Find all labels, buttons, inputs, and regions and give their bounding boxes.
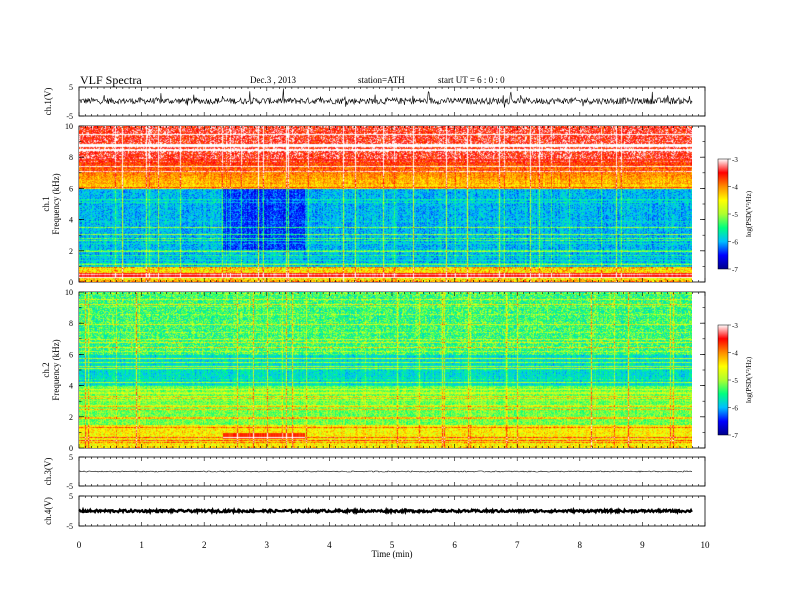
- ch3-trace: [78, 470, 693, 473]
- y-tick-label: 2: [69, 413, 73, 422]
- y-tick-label: 10: [65, 122, 73, 131]
- y-tick-label: 0: [69, 278, 73, 287]
- y-tick-label: -5: [66, 522, 73, 531]
- x-axis-label: Time (min): [372, 549, 413, 559]
- y-axis-label: Frequency (kHz): [51, 173, 61, 234]
- date-label: Dec.3 , 2013: [250, 75, 296, 85]
- colorbar-label: log(PSD(V²/Hz): [745, 190, 753, 237]
- colorbar-tick-label: -6: [732, 239, 738, 247]
- colorbar-tick-label: -3: [732, 322, 738, 330]
- colorbar-spec2: [717, 324, 729, 436]
- ch4-trace: [78, 506, 693, 516]
- y-tick-label: 10: [65, 288, 73, 297]
- x-tick-label: 6: [452, 540, 457, 550]
- colorbar-tick-label: -3: [732, 156, 738, 164]
- chart-marks: [78, 88, 693, 516]
- colorbar-tick-label: -7: [732, 432, 738, 440]
- y-tick-label: 4: [69, 382, 73, 391]
- x-tick-label: 3: [265, 540, 270, 550]
- x-tick-label: 8: [578, 540, 583, 550]
- y-tick-label: 8: [69, 153, 73, 162]
- colorbar-tick-label: -5: [732, 211, 738, 219]
- y-tick-label: -5: [66, 482, 73, 491]
- colorbar-tick-label: -6: [732, 405, 738, 413]
- figure-title: VLF Spectra: [80, 73, 142, 87]
- colorbar-tick-label: -5: [732, 377, 738, 385]
- panel-channel-label: ch.2: [41, 362, 51, 377]
- y-tick-label: 5: [69, 453, 73, 462]
- y-tick-label: 8: [69, 319, 73, 328]
- x-tick-label: 4: [327, 540, 332, 550]
- x-tick-label: 7: [515, 540, 520, 550]
- y-tick-label: 2: [69, 247, 73, 256]
- colorbar-tick-label: -4: [732, 184, 738, 192]
- spectrogram-spec2: [79, 292, 692, 448]
- y-tick-label: 6: [69, 350, 73, 359]
- x-tick-label: 5: [390, 540, 395, 550]
- colorbar-tick-label: -4: [732, 350, 738, 358]
- colorbar-spec1: [717, 158, 729, 270]
- y-axis-label: Frequency (kHz): [51, 339, 61, 400]
- x-tick-label: 1: [139, 540, 144, 550]
- y-tick-label: 5: [69, 83, 73, 92]
- station-label: station=ATH: [358, 75, 405, 85]
- x-tick-label: 2: [202, 540, 207, 550]
- y-tick-label: 4: [69, 216, 73, 225]
- colorbar-tick-label: -7: [732, 266, 738, 274]
- y-tick-label: 5: [69, 492, 73, 501]
- x-tick-label: 10: [701, 540, 711, 550]
- y-tick-label: -5: [66, 112, 73, 121]
- panel-frame-ch1: [78, 86, 706, 117]
- x-tick-label: 0: [77, 540, 82, 550]
- y-axis-label: ch.4(V): [43, 497, 53, 525]
- y-axis-label: ch.1(V): [43, 88, 53, 116]
- colorbar-label: log(PSD(V²/Hz): [745, 356, 753, 403]
- y-tick-label: 6: [69, 184, 73, 193]
- start-time-label: start UT = 6 : 0 : 0: [438, 75, 505, 85]
- ch1-waveform: [78, 88, 693, 108]
- panel-channel-label: ch.1: [41, 196, 51, 211]
- spectrogram-spec1: [79, 126, 692, 282]
- y-tick-label: 0: [69, 444, 73, 453]
- x-tick-label: 9: [640, 540, 645, 550]
- y-axis-label: ch.3(V): [43, 458, 53, 486]
